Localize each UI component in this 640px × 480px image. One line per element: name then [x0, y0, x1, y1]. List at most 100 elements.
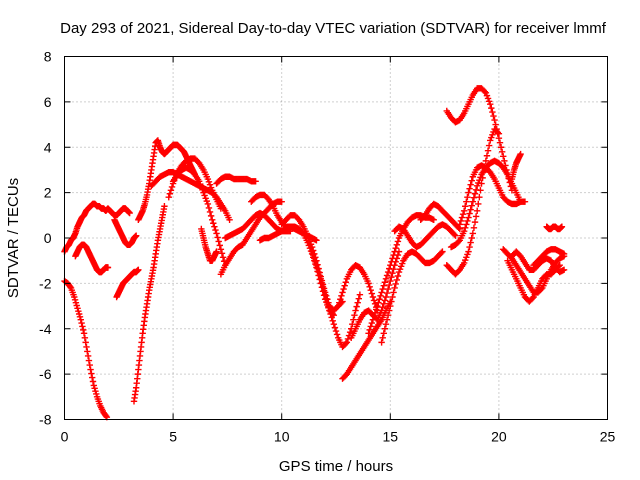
data-point	[388, 273, 395, 281]
data-point	[462, 203, 469, 210]
data-point	[389, 269, 396, 277]
data-point	[74, 305, 81, 312]
data-point	[381, 279, 389, 286]
data-point	[76, 313, 84, 321]
data-point	[380, 300, 387, 307]
data-series	[508, 150, 524, 183]
data-point	[560, 250, 568, 258]
data-point	[212, 226, 219, 234]
data-point	[252, 178, 259, 185]
data-point	[211, 223, 218, 230]
data-point	[469, 230, 477, 237]
data-point	[391, 248, 398, 255]
data-point	[336, 299, 343, 306]
data-point	[334, 302, 342, 310]
data-point	[504, 171, 511, 178]
data-point	[465, 214, 472, 221]
data-point	[458, 214, 466, 221]
data-point	[399, 260, 406, 267]
data-point	[494, 130, 502, 137]
data-point	[368, 319, 376, 327]
data-point	[208, 216, 216, 224]
data-point	[78, 319, 85, 327]
data-point	[388, 298, 395, 305]
data-point	[430, 216, 437, 224]
data-point	[517, 150, 524, 158]
data-point	[463, 254, 470, 261]
data-point	[455, 238, 462, 245]
x-tick-label: 25	[600, 429, 616, 445]
data-point	[338, 292, 345, 300]
data-point	[376, 296, 383, 303]
data-point	[460, 259, 468, 267]
data-point	[67, 283, 74, 290]
data-point	[346, 328, 354, 336]
data-point	[467, 206, 474, 213]
data-point	[502, 162, 509, 169]
tick-layer: 0 5 10 15 20 25 -8 -6 -4 -2 0 2 4 6 8	[39, 49, 615, 445]
data-series	[130, 203, 168, 405]
data-point	[366, 326, 373, 334]
data-point	[384, 268, 392, 276]
data-point	[339, 289, 346, 296]
data-point	[476, 176, 483, 184]
data-point	[353, 303, 360, 310]
y-tick-label: 6	[44, 94, 52, 110]
data-point	[387, 302, 394, 310]
data-point	[314, 265, 321, 272]
data-point	[87, 366, 94, 373]
data-series	[378, 248, 446, 346]
data-series	[308, 248, 364, 351]
data-point	[487, 137, 494, 144]
data-point	[498, 148, 506, 155]
data-point	[82, 339, 89, 346]
data-series	[111, 216, 140, 249]
data-point	[325, 303, 332, 310]
data-point	[213, 230, 220, 237]
data-point	[379, 303, 386, 311]
data-point	[326, 307, 333, 314]
data-point	[393, 276, 401, 284]
data-point	[467, 181, 474, 188]
data-point	[167, 187, 175, 194]
data-point	[219, 254, 227, 261]
data-point	[460, 207, 468, 214]
data-point	[463, 198, 470, 205]
chart-title: Day 293 of 2021, Sidereal Day-to-day VTE…	[60, 20, 607, 37]
data-point	[493, 125, 500, 133]
data-point	[396, 265, 404, 273]
data-point	[500, 153, 507, 160]
data-point	[205, 178, 213, 186]
data-point	[84, 348, 91, 355]
data-point	[470, 194, 478, 201]
data-point	[469, 198, 477, 205]
data-point	[388, 258, 395, 266]
data-point	[379, 285, 386, 293]
x-tick-label: 10	[274, 429, 290, 445]
data-point	[496, 139, 504, 146]
data-series	[213, 173, 259, 187]
data-point	[490, 112, 497, 120]
data-point	[370, 313, 378, 320]
data-point	[166, 190, 174, 197]
data-point	[508, 187, 516, 194]
data-point	[367, 323, 374, 330]
data-point	[368, 290, 376, 297]
data-point	[484, 147, 492, 154]
x-tick-label: 5	[169, 429, 177, 445]
data-point	[88, 374, 96, 381]
y-tick-label: 0	[44, 230, 52, 246]
data-point	[367, 286, 374, 294]
data-point	[476, 193, 483, 201]
data-point	[126, 209, 133, 217]
data-point	[383, 289, 391, 297]
data-point	[484, 95, 492, 102]
data-point	[380, 330, 387, 337]
data-point	[132, 232, 140, 239]
data-point	[459, 210, 467, 218]
data-points	[61, 85, 568, 421]
data-point	[375, 299, 382, 306]
data-point	[203, 197, 210, 205]
data-series	[61, 277, 111, 421]
